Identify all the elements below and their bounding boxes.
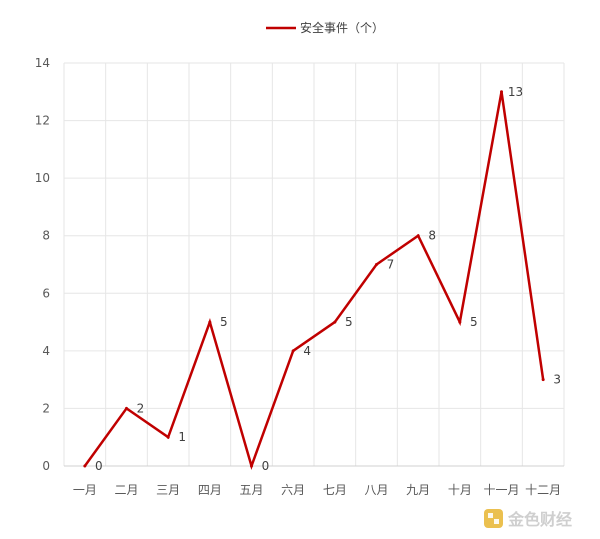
series-line [83,91,545,471]
data-point [375,263,378,266]
data-label: 13 [508,85,523,99]
x-tick-label: 五月 [239,483,263,497]
data-label: 5 [345,315,353,329]
x-tick-label: 三月 [156,483,180,497]
data-label: 1 [178,430,186,444]
data-point [416,234,420,238]
data-label: 0 [262,459,270,473]
y-tick-label: 2 [42,401,50,415]
data-point [250,464,253,468]
data-point [125,406,128,410]
legend-label: 安全事件（个） [300,20,384,35]
x-tick-label: 七月 [323,483,347,497]
data-point [500,90,503,94]
grid-layer [63,62,565,467]
logo-icon [484,509,503,528]
y-tick-label: 10 [35,171,50,185]
data-label: 7 [387,258,395,272]
data-label: 2 [137,401,145,415]
watermark-text: 金色财经 [507,510,572,529]
data-point [208,320,212,324]
y-tick-label: 14 [35,56,50,70]
x-tick-label: 八月 [364,483,388,497]
y-tick-label: 8 [42,229,50,243]
data-label: 5 [470,315,478,329]
data-point [83,464,87,468]
data-label: 4 [303,344,311,358]
x-tick-label: 四月 [198,483,222,497]
legend: 安全事件（个） [266,20,384,35]
x-tick-label: 十二月 [525,483,561,497]
data-point [166,435,170,439]
data-point [541,378,545,382]
x-tick-label: 九月 [406,483,430,497]
x-tick-label: 一月 [73,483,97,497]
y-tick-label: 0 [42,459,50,473]
data-point [291,349,295,353]
data-label: 3 [553,373,561,387]
x-tick-label: 六月 [281,483,305,497]
data-label: 0 [95,459,103,473]
data-label: 5 [220,315,228,329]
data-point [458,320,462,324]
watermark: 金色财经 [484,509,572,529]
x-tick-label: 十一月 [483,483,519,497]
series-layer [83,90,545,471]
x-tick-label: 十月 [448,483,472,497]
y-tick-label: 6 [42,286,50,300]
data-label: 8 [428,229,436,243]
data-point [333,320,337,324]
y-tick-label: 4 [42,344,50,358]
y-tick-label: 12 [35,114,50,128]
data-label-layer: 0 2 1 5 0 4 5 7 8 5 13 3 [95,85,561,473]
x-tick-label: 二月 [114,483,138,497]
